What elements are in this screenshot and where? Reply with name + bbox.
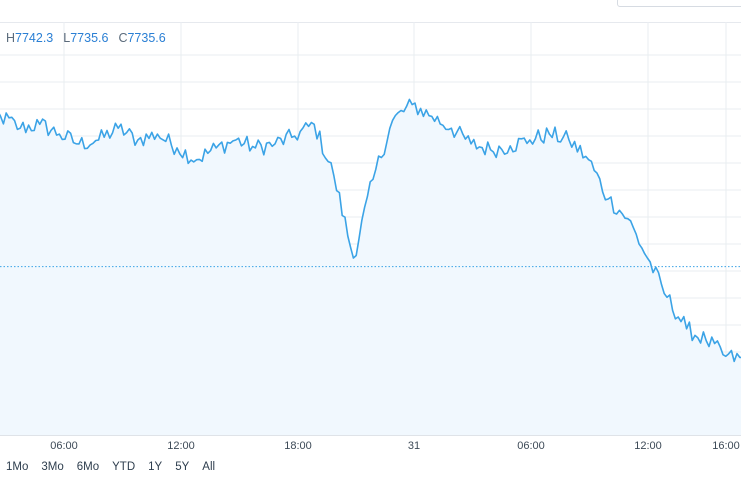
range-1y[interactable]: 1Y: [148, 461, 163, 473]
x-tick-label: 31: [408, 440, 420, 452]
price-area-fill: [0, 99, 741, 435]
close-value: 7735.6: [127, 31, 166, 45]
x-tick-label: 16:00: [712, 440, 740, 452]
x-tick-label: 12:00: [167, 440, 195, 452]
high-value: 7742.3: [15, 31, 54, 45]
top-toolbar: [0, 0, 741, 23]
price-series-line: [0, 98, 741, 363]
close-key: C: [118, 31, 128, 45]
high-key: H: [6, 31, 16, 45]
range-6mo[interactable]: 6Mo: [76, 461, 100, 473]
x-tick-label: 06:00: [50, 440, 78, 452]
range-1mo[interactable]: 1Mo: [6, 461, 29, 473]
range-selector: 1Mo 3Mo 6Mo YTD 1Y 5Y All: [6, 461, 228, 473]
x-tick-label: 12:00: [634, 440, 662, 452]
range-3mo[interactable]: 3Mo: [41, 461, 64, 473]
low-key: L: [63, 31, 71, 45]
x-tick-label: 06:00: [517, 440, 545, 452]
x-tick-label: 18:00: [284, 440, 312, 452]
ohlc-legend: H7742.3 L7735.6 C7735.6: [6, 31, 176, 45]
range-5y[interactable]: 5Y: [175, 461, 190, 473]
top-right-control[interactable]: [617, 0, 741, 7]
low-value: 7735.6: [70, 31, 109, 45]
range-all[interactable]: All: [202, 461, 216, 473]
range-ytd[interactable]: YTD: [112, 461, 136, 473]
